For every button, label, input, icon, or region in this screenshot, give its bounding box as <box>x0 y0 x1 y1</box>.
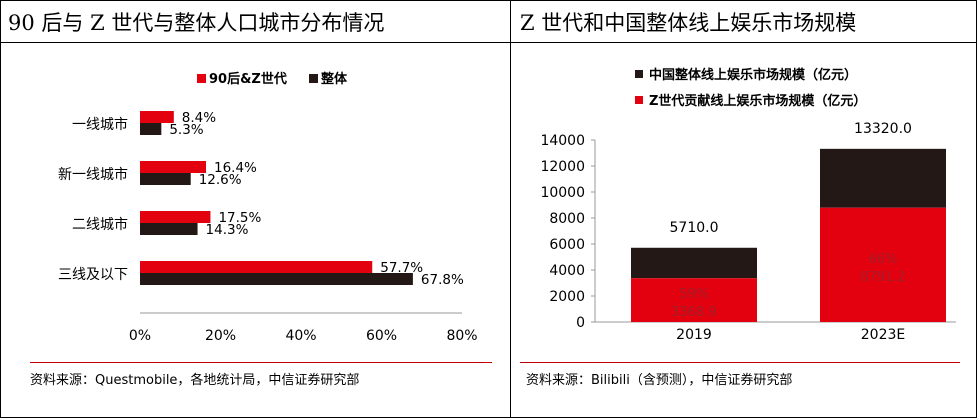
y-tick-label: 8000 <box>549 211 585 227</box>
right-panel-title: Z 世代和中国整体线上娱乐市场规模 <box>520 11 857 35</box>
genz-bar <box>140 161 207 173</box>
legend-label-1: 中国整体线上娱乐市场规模（亿元） <box>649 67 857 83</box>
title-divider <box>0 42 977 43</box>
overall-bar <box>140 273 413 285</box>
overall-market-bar <box>820 148 946 208</box>
legend-swatch-2 <box>309 74 318 83</box>
category-label: 新一线城市 <box>58 166 128 183</box>
genz-value-label: 8791.2 <box>860 270 906 285</box>
y-tick-label: 14000 <box>540 133 585 149</box>
legend-label-1: 90后&Z世代 <box>209 71 287 87</box>
x-tick-label: 20% <box>205 328 236 344</box>
legend-swatch-1 <box>197 74 206 83</box>
y-tick-label: 0 <box>576 315 585 331</box>
overall-value-label: 12.6% <box>199 172 242 188</box>
legend-swatch-2 <box>635 96 643 104</box>
y-tick-label: 4000 <box>549 263 585 279</box>
right-source-rule <box>520 362 960 363</box>
legend-swatch-1 <box>635 70 643 78</box>
x-category-label: 2019 <box>676 327 712 343</box>
genz-value-label: 16.4% <box>214 160 257 176</box>
genz-value-label: 8.4% <box>182 110 216 126</box>
category-label: 三线及以下 <box>58 267 128 283</box>
y-tick-label: 6000 <box>549 237 585 253</box>
genz-value-label: 57.7% <box>380 260 423 276</box>
category-label: 二线城市 <box>72 216 128 233</box>
overall-bar <box>140 123 162 135</box>
total-value-label: 13320.0 <box>854 121 912 137</box>
x-tick-label: 60% <box>366 328 397 344</box>
genz-contribution-bar <box>631 278 757 322</box>
city-distribution-chart: 90后&Z世代 整体 0% 20% 40% 60% 80% 一线城市 8.4%5.3% 新一线城市… <box>58 71 478 344</box>
y-tick-label: 2000 <box>549 289 585 305</box>
overall-bar <box>140 223 198 235</box>
y-tick-label: 10000 <box>540 185 585 201</box>
x-tick-label: 40% <box>285 328 316 344</box>
legend-label-2: 整体 <box>320 71 348 87</box>
x-tick-label: 80% <box>446 328 477 344</box>
overall-market-bar <box>631 247 757 279</box>
genz-share-label: 59% <box>680 287 709 302</box>
x-tick-label: 0% <box>129 328 151 344</box>
legend-label-2: Z世代贡献线上娱乐市场规模（亿元） <box>649 93 866 109</box>
total-value-label: 5710.0 <box>670 220 719 236</box>
right-source-note: 资料来源：Bilibili（含预测），中信证券研究部 <box>526 373 793 388</box>
left-panel-title: 90 后与 Z 世代与整体人口城市分布情况 <box>8 11 385 35</box>
overall-value-label: 5.3% <box>169 122 203 138</box>
panel-divider <box>510 0 511 418</box>
genz-contribution-bar <box>820 207 946 322</box>
genz-bar <box>140 261 373 273</box>
overall-value-label: 67.8% <box>421 272 464 288</box>
online-entertainment-chart: 中国整体线上娱乐市场规模（亿元） Z世代贡献线上娱乐市场规模（亿元） 0 2000 40… <box>540 67 956 343</box>
overall-value-label: 14.3% <box>206 222 249 238</box>
genz-value-label: 3368.9 <box>671 305 717 320</box>
x-category-label: 2023E <box>861 327 905 343</box>
overall-bar <box>140 173 191 185</box>
genz-bar <box>140 111 174 123</box>
genz-bar <box>140 211 211 223</box>
left-source-note: 资料来源：Questmobile，各地统计局，中信证券研究部 <box>30 373 360 388</box>
category-label: 一线城市 <box>72 116 128 133</box>
genz-share-label: 66% <box>869 252 898 267</box>
y-tick-label: 12000 <box>540 159 585 175</box>
genz-value-label: 17.5% <box>218 210 261 226</box>
left-source-rule <box>30 362 492 363</box>
